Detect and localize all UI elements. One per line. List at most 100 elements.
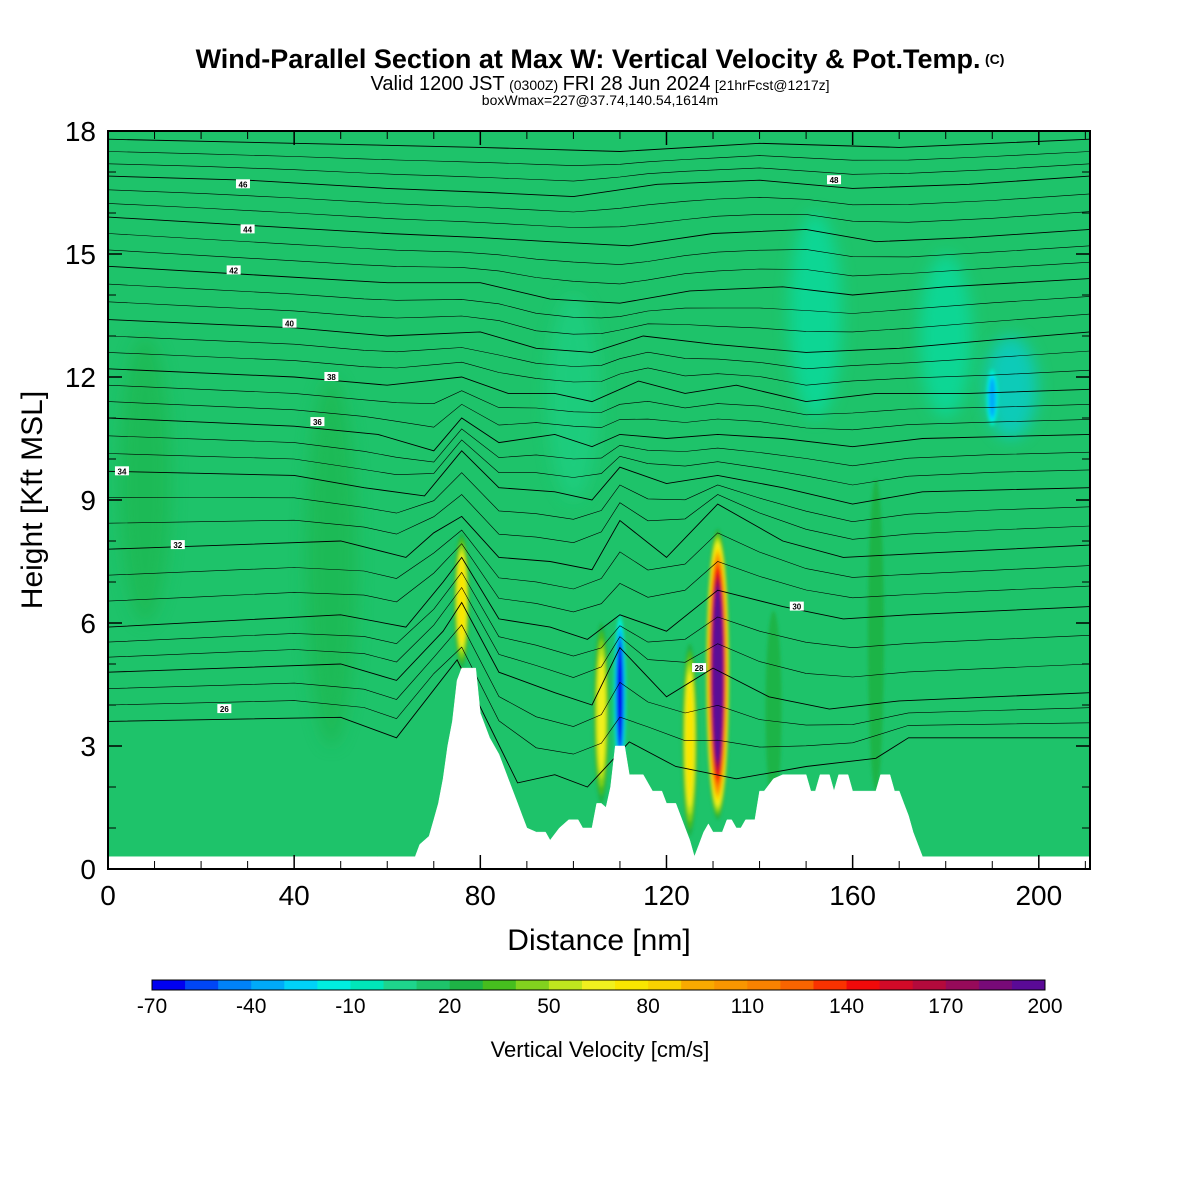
colorbar-swatch [515, 980, 550, 990]
theta-minor-contour [108, 472, 1090, 523]
theta-minor-contour [108, 571, 1090, 657]
theta-minor-contour [108, 249, 1090, 285]
texture-band-4 [919, 254, 972, 418]
x-tick-label: 160 [829, 880, 876, 911]
plot-frame [107, 130, 1091, 870]
y-tick-label: 18 [65, 116, 96, 147]
terrain [108, 667, 1090, 869]
x-tick-label: 0 [100, 880, 116, 911]
theta-label-bg-0 [217, 704, 232, 714]
x-tick-label: 40 [279, 880, 310, 911]
theta-minor-contour [108, 624, 1090, 727]
velocity-background-texture [119, 213, 1037, 746]
colorbar-swatch [615, 980, 649, 990]
colorbar-swatch [416, 980, 451, 990]
colorbar-swatch [152, 980, 186, 990]
colorbar-swatch [383, 980, 418, 990]
colorbar-swatch [218, 980, 252, 990]
valid-time-line: Valid 1200 JST (0300Z) FRI 28 Jun 2024 [… [0, 73, 1200, 96]
theta-label-42: 42 [229, 266, 238, 275]
colorbar-swatch [548, 980, 583, 990]
box-info: boxWmax=227@37.74,140.54,1614m [0, 92, 1200, 110]
theta-minor-contour [108, 529, 1090, 590]
theta-contour-28 [108, 601, 1090, 710]
chart-title: Wind-Parallel Section at Max W: Vertical… [0, 44, 1200, 75]
colorbar-swatch [747, 980, 781, 990]
colorbar-swatch [813, 980, 848, 990]
theta-minor-contour [108, 203, 1090, 228]
colorbar-tick-label: 170 [928, 995, 963, 1018]
texture-band-1 [305, 377, 358, 746]
theta-contour-34 [108, 450, 1090, 505]
x-axis-label: Distance [nm] [507, 924, 690, 957]
plot-background [108, 131, 1090, 869]
colorbar-tick-label: -70 [137, 995, 167, 1018]
colorbar-swatch [780, 980, 814, 990]
y-tick-label: 9 [80, 485, 96, 516]
theta-label-34: 34 [118, 467, 127, 476]
colorbar-tick-label: 200 [1027, 995, 1062, 1018]
theta-minor-contour [108, 543, 1090, 613]
theta-contour-38 [108, 368, 1090, 403]
velocity-plume-6 [867, 479, 884, 792]
texture-band-5 [984, 336, 1037, 439]
colorbar-swatch [681, 980, 715, 990]
theta-minor-contour [108, 283, 1090, 319]
velocity-plume-3 [681, 643, 698, 837]
colorbar-tick-label: 80 [636, 995, 659, 1018]
theta-contour-48 [108, 138, 1090, 152]
colorbar-tick-label: 20 [438, 995, 461, 1018]
velocity-plume-4 [705, 528, 730, 820]
colorbar-swatch [714, 980, 748, 990]
theta-contour-42 [108, 265, 1090, 304]
colorbar-swatch [449, 980, 484, 990]
theta-contour-26 [108, 659, 1090, 788]
colorbar-tick-label: 140 [829, 995, 864, 1018]
velocity-plume-0 [453, 532, 470, 669]
theta-label-bg-8 [226, 265, 241, 275]
theta-minor-contour [108, 151, 1090, 166]
theta-minor-contour [108, 586, 1090, 678]
terrain-profile [108, 667, 1090, 869]
theta-contour-32 [108, 503, 1090, 571]
theta-label-36: 36 [313, 418, 322, 427]
copyright-mark: (C) [984, 51, 1005, 67]
colorbar-frame [151, 979, 1046, 991]
valid-date: FRI 28 Jun 2024 [562, 73, 711, 95]
theta-contour-30 [108, 556, 1090, 640]
y-tick-label: 3 [80, 731, 96, 762]
colorbar-swatch [350, 980, 385, 990]
colorbar-tick-label: 50 [537, 995, 560, 1018]
y-tick-label: 6 [80, 608, 96, 639]
theta-contour-40 [108, 319, 1090, 353]
theta-label-bg-4 [114, 466, 129, 476]
theta-minor-contour [108, 301, 1090, 335]
chart-title-text: Wind-Parallel Section at Max W: Vertical… [195, 44, 981, 74]
y-tick-label: 0 [80, 854, 96, 885]
y-tick-label: 15 [65, 239, 96, 270]
theta-label-32: 32 [173, 541, 182, 550]
box-info-text: boxWmax=227@37.74,140.54,1614m [481, 92, 719, 108]
theta-minor-contour [108, 233, 1090, 265]
x-tick-label: 200 [1015, 880, 1062, 911]
velocity-field [453, 368, 999, 837]
theta-contours: 26 28 30 32 34 36 38 40 42 44 46 48 [108, 138, 1090, 788]
theta-minor-contour [108, 646, 1090, 755]
theta-label-48: 48 [830, 176, 839, 185]
theta-label-bg-5 [310, 417, 325, 427]
velocity-plume-5 [765, 610, 782, 808]
y-tick-label: 12 [65, 362, 96, 393]
colorbar-swatch [251, 980, 285, 990]
theta-label-44: 44 [243, 225, 252, 234]
theta-label-bg-7 [282, 318, 297, 328]
colorbar-swatch [648, 980, 682, 990]
valid-prefix: Valid 1200 JST [370, 73, 505, 95]
theta-minor-contour [108, 335, 1090, 370]
theta-label-38: 38 [327, 373, 336, 382]
velocity-plume-7 [986, 368, 999, 427]
colorbar-swatch [284, 980, 318, 990]
colorbar-swatch [912, 980, 947, 990]
colorbar-swatch [978, 980, 1013, 990]
